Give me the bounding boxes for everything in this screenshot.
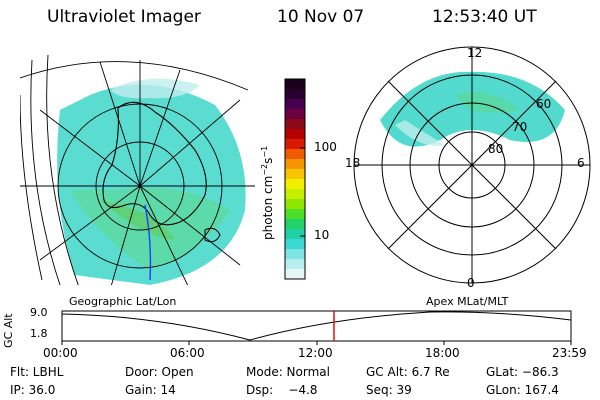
colorbar-band bbox=[285, 179, 305, 190]
colorbar-tick-10: 10 bbox=[314, 228, 330, 242]
polar-label-right: 6 bbox=[577, 156, 585, 170]
gc-altitude-timeline bbox=[61, 310, 572, 345]
info-glat: GLat: −86.3 bbox=[486, 365, 559, 379]
colorbar-band bbox=[285, 79, 305, 90]
colorbar-band bbox=[285, 159, 305, 170]
colorbar-band bbox=[285, 119, 305, 130]
colorbar-band bbox=[285, 249, 305, 260]
colorbar-band bbox=[285, 189, 305, 200]
colorbar-frame bbox=[284, 78, 306, 280]
colorbar-band bbox=[285, 139, 305, 150]
timeline-tick-4: 23:59 bbox=[552, 346, 587, 360]
polar-lat-80: 80 bbox=[488, 142, 504, 156]
instrument-title: Ultraviolet Imager bbox=[47, 7, 201, 27]
colorbar-band bbox=[285, 149, 305, 160]
time-label: 12:53:40 UT bbox=[432, 7, 537, 27]
colorbar-band bbox=[285, 199, 305, 210]
info-mode: Mode: Normal bbox=[246, 365, 330, 379]
colorbar-band bbox=[285, 239, 305, 250]
colorbar-band bbox=[285, 219, 305, 230]
info-flt: Flt: LBHL bbox=[10, 365, 64, 379]
polar-lat-70: 70 bbox=[512, 120, 528, 134]
colorbar-tick-100: 100 bbox=[314, 140, 337, 154]
timeline-tick-3: 18:00 bbox=[425, 346, 460, 360]
timeline-tick-1: 06:00 bbox=[170, 346, 205, 360]
timeline-tick-2: 12:00 bbox=[298, 346, 333, 360]
colorbar-band bbox=[285, 99, 305, 110]
info-seq: Seq: 39 bbox=[366, 383, 412, 397]
geographic-map bbox=[20, 54, 255, 285]
timeline-tick-0: 00:00 bbox=[43, 346, 78, 360]
timeline-ymax: 9.0 bbox=[30, 306, 48, 319]
timeline-ylabel: GC Alt bbox=[2, 313, 15, 348]
colorbar bbox=[285, 79, 305, 280]
colorbar-band bbox=[285, 229, 305, 240]
info-ip: IP: 36.0 bbox=[10, 383, 56, 397]
colorbar-band bbox=[285, 129, 305, 140]
info-glon: GLon: 167.4 bbox=[486, 383, 559, 397]
apex-label: Apex MLat/MLT bbox=[426, 295, 509, 308]
info-dsp: Dsp: −4.8 bbox=[246, 383, 318, 397]
polar-lat-60: 60 bbox=[536, 97, 552, 111]
info-gain: Gain: 14 bbox=[125, 383, 176, 397]
polar-label-left: 18 bbox=[345, 156, 361, 170]
info-door: Door: Open bbox=[125, 365, 194, 379]
polar-label-bottom: 0 bbox=[467, 276, 475, 290]
colorbar-band bbox=[285, 109, 305, 120]
colorbar-unit-label: photon cm−2s−1 bbox=[260, 145, 275, 240]
timeline-ymin: 1.8 bbox=[30, 327, 48, 340]
info-gcalt: GC Alt: 6.7 Re bbox=[366, 365, 450, 379]
polar-label-top: 12 bbox=[467, 46, 483, 60]
date-label: 10 Nov 07 bbox=[277, 7, 365, 27]
polar-mlt-plot bbox=[353, 46, 591, 284]
colorbar-band bbox=[285, 269, 305, 280]
geographic-label: Geographic Lat/Lon bbox=[69, 295, 177, 308]
colorbar-band bbox=[285, 89, 305, 100]
colorbar-band bbox=[285, 169, 305, 180]
colorbar-band bbox=[285, 259, 305, 270]
colorbar-band bbox=[285, 209, 305, 220]
